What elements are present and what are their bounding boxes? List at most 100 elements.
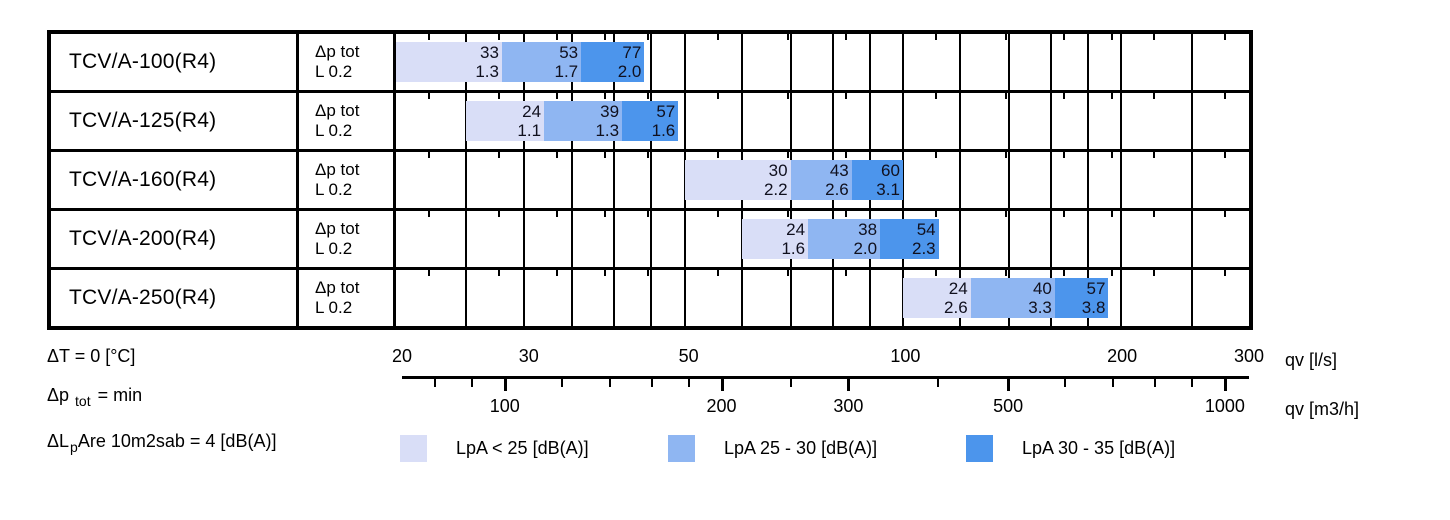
m3h-tick xyxy=(1223,34,1226,40)
m3h-tick xyxy=(1005,34,1008,40)
gridline xyxy=(650,152,653,208)
annotation-lp-suffix: Are 10m2sab = 4 [dB(A)] xyxy=(77,431,277,451)
legend-label: LpA 25 - 30 [dB(A)] xyxy=(724,438,878,458)
segment-dp-value: 24 xyxy=(522,102,542,121)
table-row: TCV/A-125(R4) Δp tot L 0.2 24 1.1 39 1.3 57 1.6 xyxy=(51,93,1249,152)
m3h-tick xyxy=(1223,270,1226,276)
segment-values: 38 2.0 xyxy=(853,220,877,258)
m3h-tick xyxy=(935,211,938,217)
gridline xyxy=(1190,34,1193,90)
m3h-tick xyxy=(465,152,468,158)
segment-dp-value: 33 xyxy=(480,43,499,62)
noise-band-segment: 54 2.3 xyxy=(880,219,939,259)
segment-l-value: 1.6 xyxy=(651,121,676,140)
gridline xyxy=(901,34,904,90)
m3h-tick xyxy=(683,152,686,158)
gridline xyxy=(1087,34,1090,90)
axis-m3h-tick xyxy=(1112,379,1115,387)
segment-dp-value: 57 xyxy=(656,102,676,121)
table-row: TCV/A-160(R4) Δp tot L 0.2 30 2.2 43 2.6 60 3.1 xyxy=(51,152,1249,211)
gridline xyxy=(1190,152,1193,208)
m3h-tick xyxy=(1111,152,1114,158)
gridline xyxy=(831,270,834,326)
m3h-tick xyxy=(646,93,649,99)
segment-values: 30 2.2 xyxy=(764,161,788,199)
param-label: Δp tot L 0.2 xyxy=(299,278,359,318)
gridline xyxy=(1049,152,1052,208)
m3h-tick xyxy=(1111,34,1114,40)
gridline xyxy=(1190,93,1193,149)
param-cell: Δp tot L 0.2 xyxy=(299,93,396,149)
m3h-tick xyxy=(1190,152,1193,158)
segment-l-value: 1.3 xyxy=(595,121,620,140)
gridline xyxy=(522,211,525,267)
gridline xyxy=(571,152,574,208)
m3h-tick xyxy=(1190,34,1193,40)
axis-ls-tick-label: 200 xyxy=(1107,346,1138,366)
gridline xyxy=(901,93,904,149)
m3h-tick xyxy=(683,93,686,99)
gridline xyxy=(1087,152,1090,208)
param-line: Δp tot xyxy=(315,101,360,120)
m3h-tick xyxy=(787,152,790,158)
segment-l-value: 3.3 xyxy=(1028,298,1052,317)
m3h-tick xyxy=(935,152,938,158)
m3h-tick xyxy=(428,211,431,217)
axis-m3h-tick xyxy=(937,379,940,387)
m3h-tick xyxy=(1062,93,1065,99)
legend-item: LpA 30 - 35 [dB(A)] xyxy=(966,435,1175,462)
noise-band-segment: 53 1.7 xyxy=(501,42,582,82)
annotation-dp-prefix: Δp xyxy=(47,385,70,405)
noise-band-segment: 40 3.3 xyxy=(970,278,1055,318)
gridline xyxy=(959,34,962,90)
param-line: L 0.2 xyxy=(315,180,353,199)
param-label: Δp tot L 0.2 xyxy=(299,219,359,259)
param-cell: Δp tot L 0.2 xyxy=(299,152,396,208)
segment-l-value: 1.6 xyxy=(781,239,806,258)
m3h-tick xyxy=(844,93,847,99)
m3h-tick xyxy=(555,34,558,40)
segment-dp-value: 39 xyxy=(600,102,620,121)
axis-ls-tick-label: 100 xyxy=(890,346,921,366)
m3h-tick xyxy=(1005,152,1008,158)
m3h-tick xyxy=(1005,93,1008,99)
gridline xyxy=(741,34,744,90)
axis-m3h-tick xyxy=(470,379,473,387)
m3h-tick xyxy=(716,93,719,99)
gridline xyxy=(831,93,834,149)
gridline xyxy=(1007,152,1010,208)
segment-dp-value: 43 xyxy=(829,161,849,180)
segment-values: 24 2.6 xyxy=(944,279,968,317)
gridline xyxy=(465,211,468,267)
model-label: TCV/A-200(R4) xyxy=(51,211,299,267)
row-chart-area: 24 1.1 39 1.3 57 1.6 xyxy=(396,93,1249,149)
gridline xyxy=(901,152,904,208)
m3h-tick xyxy=(935,270,938,276)
gridline xyxy=(522,270,525,326)
axis-m3h-tick-label: 300 xyxy=(833,396,864,416)
m3h-tick xyxy=(555,93,558,99)
segment-l-value: 2.0 xyxy=(853,239,878,258)
segment-l-value: 2.6 xyxy=(944,298,968,317)
m3h-tick xyxy=(428,270,431,276)
param-line: Δp tot xyxy=(315,278,360,297)
param-line: Δp tot xyxy=(315,42,360,61)
axis-unit-m3h-label: qv [m3/h] xyxy=(1285,399,1360,419)
segment-dp-value: 38 xyxy=(858,220,878,239)
segment-dp-value: 77 xyxy=(622,43,642,62)
gridline xyxy=(650,270,653,326)
m3h-tick xyxy=(787,270,790,276)
annotation-dp-sub: tot xyxy=(75,392,91,409)
m3h-tick xyxy=(1153,152,1156,158)
m3h-tick xyxy=(1223,93,1226,99)
segment-values: 40 3.3 xyxy=(1028,279,1052,317)
axis-ls-tick-label: 20 xyxy=(391,346,413,366)
axis-m3h-tick-label: 100 xyxy=(489,396,520,416)
m3h-tick xyxy=(1062,34,1065,40)
gridline xyxy=(959,93,962,149)
m3h-tick xyxy=(716,211,719,217)
gridline xyxy=(741,93,744,149)
m3h-tick xyxy=(465,93,468,99)
gridline xyxy=(959,152,962,208)
axis-line xyxy=(402,376,1249,379)
